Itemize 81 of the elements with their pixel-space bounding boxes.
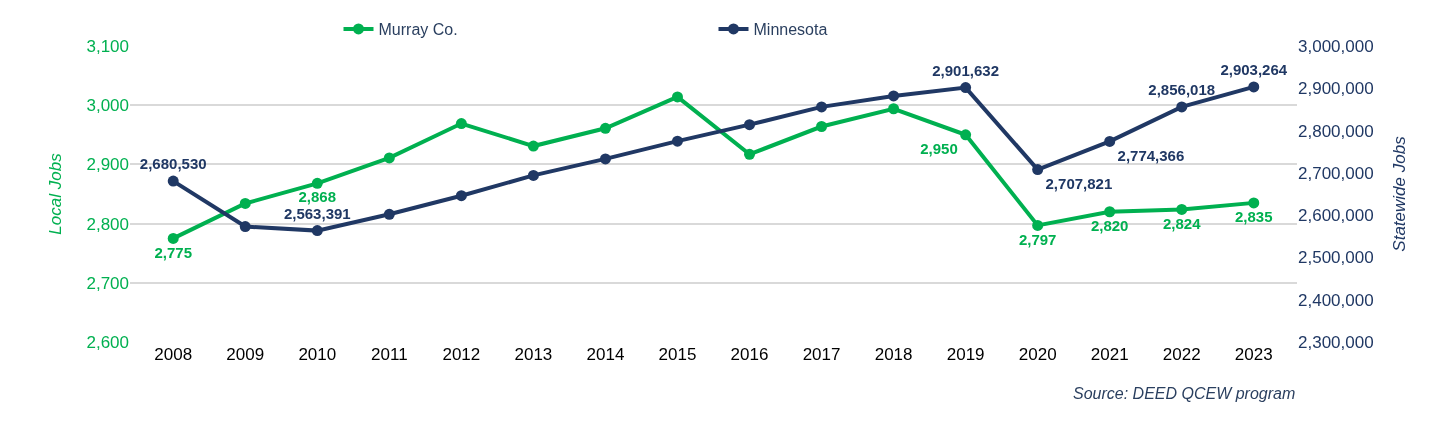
point <box>671 135 683 147</box>
point <box>960 82 972 94</box>
point <box>311 177 323 189</box>
point <box>383 208 395 220</box>
point <box>1104 206 1116 218</box>
y-tick-label: 2,700 <box>86 273 129 293</box>
y-tick-label: 3,100 <box>86 36 129 56</box>
point <box>1248 197 1260 209</box>
point <box>383 152 395 164</box>
y-tick-label: 2,600 <box>86 332 129 352</box>
point <box>311 225 323 237</box>
data-label: 2,774,366 <box>1117 146 1185 164</box>
x-tick-label: 2008 <box>154 345 193 364</box>
y2-tick-label: 2,700,000 <box>1298 163 1374 183</box>
point <box>888 90 900 102</box>
data-label: 2,707,821 <box>1045 174 1113 192</box>
y2-tick-label: 2,500,000 <box>1298 248 1374 268</box>
x-tick-label: 2016 <box>730 345 769 364</box>
point <box>167 175 179 187</box>
point <box>816 101 828 113</box>
point <box>599 153 611 165</box>
point <box>744 119 756 131</box>
point <box>960 129 972 141</box>
x-tick-label: 2015 <box>658 345 697 364</box>
x-tick-label: 2014 <box>586 345 625 364</box>
point <box>239 197 251 209</box>
point <box>167 232 179 244</box>
data-label: 2,868 <box>298 188 337 206</box>
data-label: 2,835 <box>1235 208 1273 226</box>
x-tick-label: 2011 <box>371 345 408 364</box>
point <box>1176 101 1188 113</box>
y2-tick-label: 3,000,000 <box>1298 36 1374 56</box>
point <box>599 122 611 134</box>
y-tick-label: 2,900 <box>86 155 129 175</box>
data-label: 2,820 <box>1090 216 1129 234</box>
point <box>527 140 539 152</box>
data-label: 2,563,391 <box>283 204 351 222</box>
point <box>744 148 756 160</box>
x-tick-label: 2017 <box>802 345 841 364</box>
x-tick-label: 2021 <box>1090 345 1129 364</box>
x-tick-label: 2022 <box>1162 345 1201 364</box>
x-tick-label: 2013 <box>514 345 553 364</box>
data-label: 2,824 <box>1162 214 1202 232</box>
point <box>239 221 251 233</box>
x-tick-label: 2019 <box>946 345 985 364</box>
point <box>816 121 828 133</box>
point <box>455 190 467 202</box>
y2-tick-label: 2,800,000 <box>1298 121 1374 141</box>
x-tick-label: 2020 <box>1018 345 1057 364</box>
source-note: Source: DEED QCEW program <box>1073 385 1296 402</box>
x-tick-label: 2009 <box>226 345 265 364</box>
y2-tick-label: 2,400,000 <box>1298 290 1374 310</box>
data-label: 2,903,264 <box>1220 61 1288 79</box>
point <box>1104 135 1116 147</box>
legend-label: Murray Co. <box>378 21 458 39</box>
point <box>527 169 539 181</box>
x-tick-label: 2018 <box>874 345 913 364</box>
data-label: 2,680,530 <box>139 155 207 173</box>
y-tick-label: 3,000 <box>86 96 129 116</box>
data-label: 2,856,018 <box>1148 81 1216 99</box>
y2-axis-title: Statewide Jobs <box>1390 135 1410 252</box>
point <box>455 118 467 130</box>
point <box>888 103 900 115</box>
data-label: 2,901,632 <box>932 61 999 79</box>
point <box>1248 81 1260 93</box>
y2-tick-label: 2,600,000 <box>1298 206 1374 226</box>
point <box>1176 203 1188 215</box>
point <box>1032 219 1044 231</box>
point <box>671 91 683 103</box>
x-tick-label: 2023 <box>1234 345 1273 364</box>
y-tick-label: 2,800 <box>86 214 129 234</box>
legend-label: Minnesota <box>753 21 828 39</box>
point <box>1032 164 1044 176</box>
x-tick-label: 2012 <box>442 345 481 364</box>
y-axis-title: Local Jobs <box>46 152 65 235</box>
x-tick-label: 2010 <box>298 345 337 364</box>
y2-tick-label: 2,900,000 <box>1298 79 1374 99</box>
data-label: 2,950 <box>920 139 958 157</box>
data-label: 2,797 <box>1018 230 1057 248</box>
data-label: 2,775 <box>154 243 192 261</box>
y2-tick-label: 2,300,000 <box>1298 332 1374 352</box>
